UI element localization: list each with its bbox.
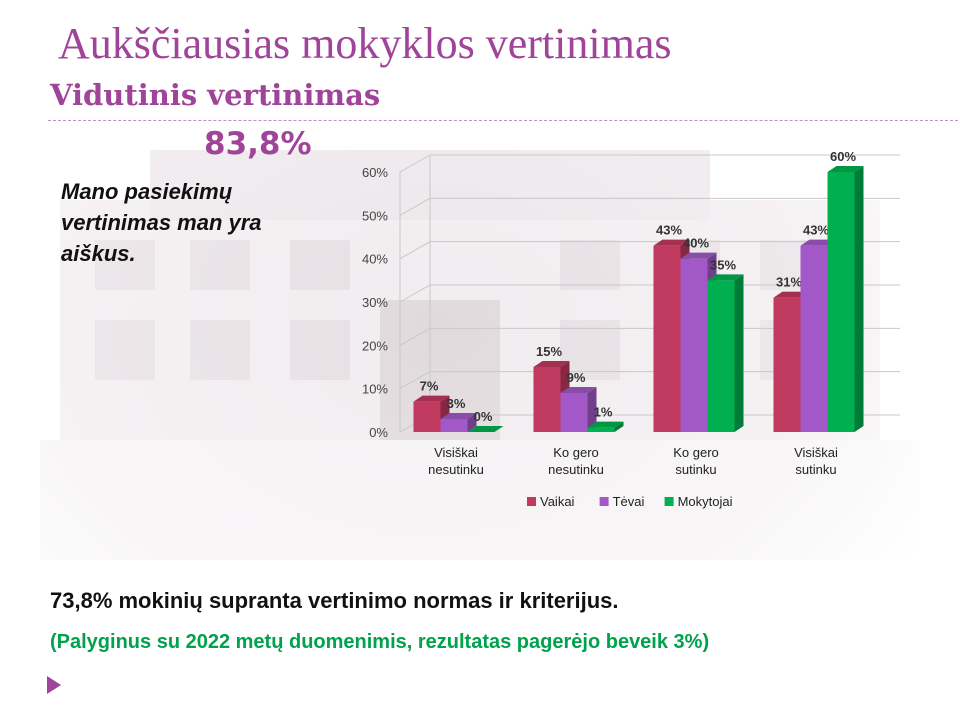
bar-tėvai (680, 258, 708, 432)
x-tick-label: Ko gero (673, 445, 719, 460)
legend-swatch-vaikai (527, 497, 536, 506)
bar-side (734, 274, 744, 432)
data-label: 9% (567, 370, 586, 385)
y-tick-label: 0% (369, 425, 388, 440)
bar-top (560, 387, 597, 393)
page-title: Aukščiausias mokyklos vertinimas (58, 19, 672, 68)
bar-chart: 0% 10% 20% 30% 40% 50% 60% 7% 3% 0% Visiškai nesuti… (362, 149, 900, 509)
bar-top (440, 413, 477, 419)
bar-side (614, 421, 624, 432)
x-tick-label: nesutinku (428, 462, 484, 477)
bar-top (587, 421, 624, 428)
x-tick-label: Ko gero (553, 445, 599, 460)
bar-tėvai (440, 419, 468, 432)
bar-side (587, 387, 597, 432)
footer-note-text: (Palyginus su 2022 metų duomenimis, rezu… (50, 631, 710, 653)
divider (48, 120, 960, 121)
data-label: 43% (803, 223, 829, 238)
bar-top (707, 274, 744, 281)
y-tick-label: 60% (362, 165, 388, 180)
data-label: 43% (656, 223, 682, 238)
footer-main-text: 73,8% mokinių supranta vertinimo normas … (50, 588, 619, 613)
legend-label: Tėvai (613, 494, 645, 509)
bar-side (854, 166, 864, 432)
gridline-depth (399, 371, 431, 390)
bar-top (467, 426, 504, 432)
gridline-depth (399, 197, 431, 216)
x-tick-label: nesutinku (548, 462, 604, 477)
bar-top (653, 239, 690, 246)
x-tick-label: Visiškai (434, 445, 478, 460)
data-label: 0% (474, 409, 493, 424)
bar-top (533, 361, 570, 367)
y-tick-label: 30% (362, 295, 388, 310)
data-label: 40% (683, 236, 709, 251)
gridline-depth (399, 327, 431, 346)
x-tick-label: sutinku (675, 462, 716, 477)
page-subtitle: Vidutinis vertinimas (50, 78, 381, 112)
gridline-depth (399, 154, 431, 173)
bar-vaikai (773, 297, 801, 432)
bar-vaikai (533, 367, 561, 432)
y-tick-label: 20% (362, 338, 388, 353)
x-tick-label: sutinku (795, 462, 836, 477)
gridline-depth (399, 284, 431, 303)
bar-mokytojai (587, 427, 615, 432)
data-label: 7% (420, 379, 439, 394)
y-tick-label: 40% (362, 252, 388, 267)
data-label: 1% (594, 405, 613, 420)
bar-top (827, 166, 864, 172)
data-label: 60% (830, 149, 856, 164)
legend-swatch-mokytojai (664, 497, 674, 506)
data-label: 3% (447, 396, 466, 411)
bar-top (413, 395, 450, 402)
data-label: 35% (710, 257, 736, 272)
survey-question: Mano pasiekimų vertinimas man yra aiškus… (61, 179, 262, 266)
legend-swatch-tėvai (599, 497, 609, 506)
data-label: 31% (776, 275, 802, 290)
legend-label: Mokytojai (678, 494, 733, 509)
y-tick-label: 10% (362, 382, 388, 397)
gridline-depth (399, 241, 431, 260)
average-score: 83,8% (204, 126, 312, 162)
bar-tėvai (800, 245, 828, 432)
data-label: 15% (536, 344, 562, 359)
legend-label: Vaikai (540, 494, 575, 509)
bar-vaikai (653, 245, 681, 432)
x-tick-label: Visiškai (794, 445, 838, 460)
bar-vaikai (413, 401, 441, 432)
bar-mokytojai (707, 280, 735, 432)
bar-top (680, 252, 717, 259)
bar-side (467, 413, 477, 432)
bar-mokytojai (827, 172, 855, 432)
y-tick-label: 50% (362, 208, 388, 223)
next-arrow-icon (47, 676, 61, 694)
bar-tėvai (560, 393, 588, 432)
